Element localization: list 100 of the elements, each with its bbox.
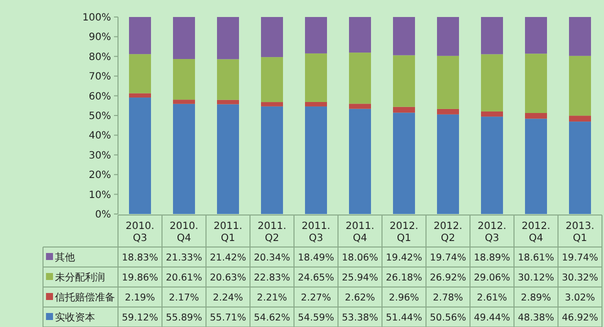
bar [217, 100, 239, 104]
bar [129, 54, 151, 94]
data-label: 26.18% [386, 272, 422, 284]
data-label: 18.06% [342, 252, 378, 264]
data-label: 46.92% [562, 312, 598, 324]
data-label: 48.38% [518, 312, 554, 324]
data-label: 26.92% [430, 272, 466, 284]
bar [129, 98, 151, 214]
data-label: 3.02% [564, 292, 596, 304]
data-label: 21.42% [210, 252, 246, 264]
data-label: 2.61% [476, 292, 508, 304]
bar [525, 54, 547, 113]
bar [261, 102, 283, 106]
data-label: 55.71% [210, 312, 246, 324]
data-label: 18.49% [298, 252, 334, 264]
bar [217, 59, 239, 100]
bar [481, 54, 503, 112]
bar [437, 114, 459, 214]
x-tick-label: 2013. Q1 [566, 221, 594, 244]
bar [393, 17, 415, 56]
data-label: 2.17% [168, 292, 200, 304]
data-label: 19.74% [562, 252, 598, 264]
x-tick-label: 2011. Q3 [302, 221, 330, 244]
bar [305, 106, 327, 214]
bar [129, 17, 151, 54]
data-label: 18.89% [474, 252, 510, 264]
data-label: 2.24% [212, 292, 244, 304]
x-tick-label: 2011. Q2 [258, 221, 286, 244]
data-label: 2.21% [256, 292, 288, 304]
x-tick-label: 2010. Q3 [126, 221, 154, 244]
bar [349, 52, 371, 104]
x-tick-label: 2012. Q1 [390, 221, 418, 244]
x-tick-label: 2011. Q1 [214, 221, 242, 244]
data-label: 2.19% [124, 292, 156, 304]
data-label: 50.56% [430, 312, 466, 324]
y-tick-label: 60% [88, 91, 111, 102]
data-label: 55.89% [166, 312, 202, 324]
bar [261, 17, 283, 58]
bar [173, 17, 195, 60]
data-label: 54.62% [254, 312, 290, 324]
x-tick-label: 2010. Q4 [170, 221, 198, 244]
data-label: 49.44% [474, 312, 510, 324]
bar [481, 111, 503, 117]
bar [437, 17, 459, 56]
bar [393, 55, 415, 107]
data-label: 30.32% [562, 272, 598, 284]
y-tick-label: 80% [88, 52, 111, 63]
data-label: 29.06% [474, 272, 510, 284]
y-tick-label: 50% [88, 111, 111, 122]
y-tick-label: 70% [88, 72, 111, 83]
data-label: 21.33% [166, 252, 202, 264]
data-label: 51.44% [386, 312, 422, 324]
legend-label: 未分配利润 [55, 272, 105, 284]
bar [217, 104, 239, 214]
bar [437, 108, 459, 114]
data-label: 19.42% [386, 252, 422, 264]
y-tick-label: 10% [88, 190, 111, 201]
bar [173, 104, 195, 214]
y-tick-label: 0% [95, 210, 111, 220]
data-label: 20.63% [210, 272, 246, 284]
data-label: 2.62% [344, 292, 376, 304]
bar [525, 17, 547, 54]
data-label: 30.12% [518, 272, 554, 284]
data-label: 18.61% [518, 252, 554, 264]
y-tick-label: 40% [88, 130, 111, 142]
data-label: 2.96% [388, 292, 420, 304]
x-tick-label: 2012. Q2 [434, 221, 462, 244]
data-label: 2.89% [520, 292, 552, 304]
x-tick-label: 2012. Q3 [478, 221, 506, 244]
data-label: 22.83% [254, 272, 290, 284]
bar [305, 102, 327, 106]
data-label: 25.94% [342, 272, 378, 284]
data-label: 2.27% [300, 292, 332, 304]
y-tick-label: 20% [88, 170, 111, 182]
bar [569, 116, 591, 122]
legend-label: 其他 [55, 252, 75, 264]
data-label: 19.86% [122, 272, 158, 284]
bar [129, 93, 151, 98]
bar [261, 106, 283, 214]
bar [305, 17, 327, 54]
legend-label: 实收资本 [55, 312, 95, 324]
y-tick-label: 100% [82, 12, 111, 24]
bar [437, 56, 459, 109]
data-label: 18.83% [122, 252, 158, 264]
data-label: 20.34% [254, 252, 290, 264]
bar [173, 59, 195, 100]
y-tick-label: 30% [88, 150, 111, 162]
bar [349, 108, 371, 214]
bar [525, 118, 547, 214]
bar [481, 17, 503, 54]
bar [349, 104, 371, 109]
data-label: 19.74% [430, 252, 466, 264]
data-label: 2.78% [432, 292, 464, 304]
bar [217, 17, 239, 60]
bar [349, 17, 371, 53]
x-tick-label: 2011. Q4 [346, 221, 374, 244]
data-label: 59.12% [122, 312, 158, 324]
bar [481, 116, 503, 214]
bar [305, 53, 327, 102]
bar [525, 113, 547, 119]
